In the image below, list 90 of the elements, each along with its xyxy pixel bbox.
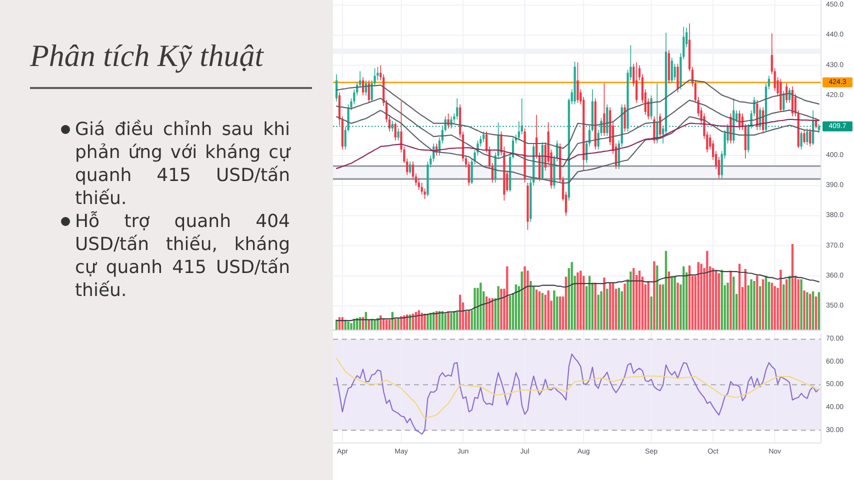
bar [780, 270, 782, 330]
bar [782, 284, 785, 330]
bar [541, 293, 544, 330]
bar [632, 268, 635, 330]
bar [526, 270, 529, 330]
bar [774, 286, 776, 330]
bar [576, 272, 579, 330]
bar [347, 321, 350, 330]
bar [426, 314, 429, 330]
bar [630, 272, 632, 330]
bar [700, 264, 702, 330]
bar [697, 262, 700, 330]
bar [618, 288, 620, 330]
bar [450, 312, 452, 330]
line-series [336, 118, 820, 170]
bar [400, 316, 402, 330]
bar [759, 286, 762, 330]
bar [350, 323, 352, 330]
bar [650, 296, 652, 330]
bar [726, 282, 729, 330]
line-series [336, 358, 820, 419]
bar [538, 291, 541, 330]
text: Hỗ trợ quanh 404 USD/tấn thiếu, kháng cự quanh 415 USD/tấn thiếu. [75, 210, 290, 302]
bar [730, 270, 732, 330]
bar [524, 266, 526, 330]
bar [712, 268, 714, 330]
bar [403, 315, 406, 330]
bar [718, 273, 720, 330]
line-series [336, 110, 820, 184]
bar [791, 244, 794, 330]
text: Giá điều chỉnh sau khi phản ứng với kháng cự quanh 415 USD/tấn thiếu. [75, 118, 290, 210]
bar [553, 290, 556, 330]
bar [682, 266, 685, 330]
bar [706, 250, 708, 330]
bar [559, 296, 562, 330]
bar [570, 262, 573, 330]
bar [603, 278, 606, 330]
bar [500, 288, 502, 330]
bar [800, 279, 802, 330]
bar [420, 312, 423, 330]
bar [756, 276, 758, 330]
bar [597, 294, 600, 330]
bar [688, 266, 691, 330]
line-series [336, 79, 820, 149]
bar [659, 284, 662, 330]
bar [670, 276, 673, 330]
bar [535, 290, 538, 330]
bar [785, 279, 788, 330]
bar [508, 296, 512, 330]
line-series [336, 98, 820, 168]
bar [770, 282, 773, 330]
bar [664, 250, 668, 330]
bar [376, 318, 379, 330]
bar [424, 314, 426, 330]
bar [653, 261, 656, 330]
bar [480, 282, 482, 330]
bar [370, 318, 373, 330]
bar [530, 280, 532, 330]
bar [674, 276, 676, 330]
bar [444, 314, 446, 330]
bar [676, 282, 679, 330]
bar [453, 311, 456, 330]
bar [647, 280, 650, 330]
bar [638, 270, 641, 330]
bar [732, 276, 735, 330]
bar [797, 279, 800, 330]
bar [806, 292, 808, 330]
bar [624, 284, 626, 330]
bar [374, 320, 376, 330]
bar [812, 291, 814, 330]
bar [474, 288, 476, 330]
bar [447, 312, 450, 330]
bar [803, 290, 806, 330]
bar [544, 294, 546, 330]
bar [750, 279, 752, 330]
bar [818, 292, 820, 330]
bar [620, 291, 623, 330]
bar [397, 318, 400, 330]
bar [580, 270, 582, 330]
bar [762, 279, 764, 330]
bar [809, 294, 812, 330]
bar [547, 290, 550, 330]
bar [753, 280, 756, 330]
bar [606, 288, 608, 330]
line-series [336, 353, 820, 435]
text: Phân tích Kỹ thuật [30, 37, 264, 75]
bar [353, 318, 356, 330]
bar [600, 291, 602, 330]
bar [814, 296, 818, 330]
bar [497, 286, 500, 330]
